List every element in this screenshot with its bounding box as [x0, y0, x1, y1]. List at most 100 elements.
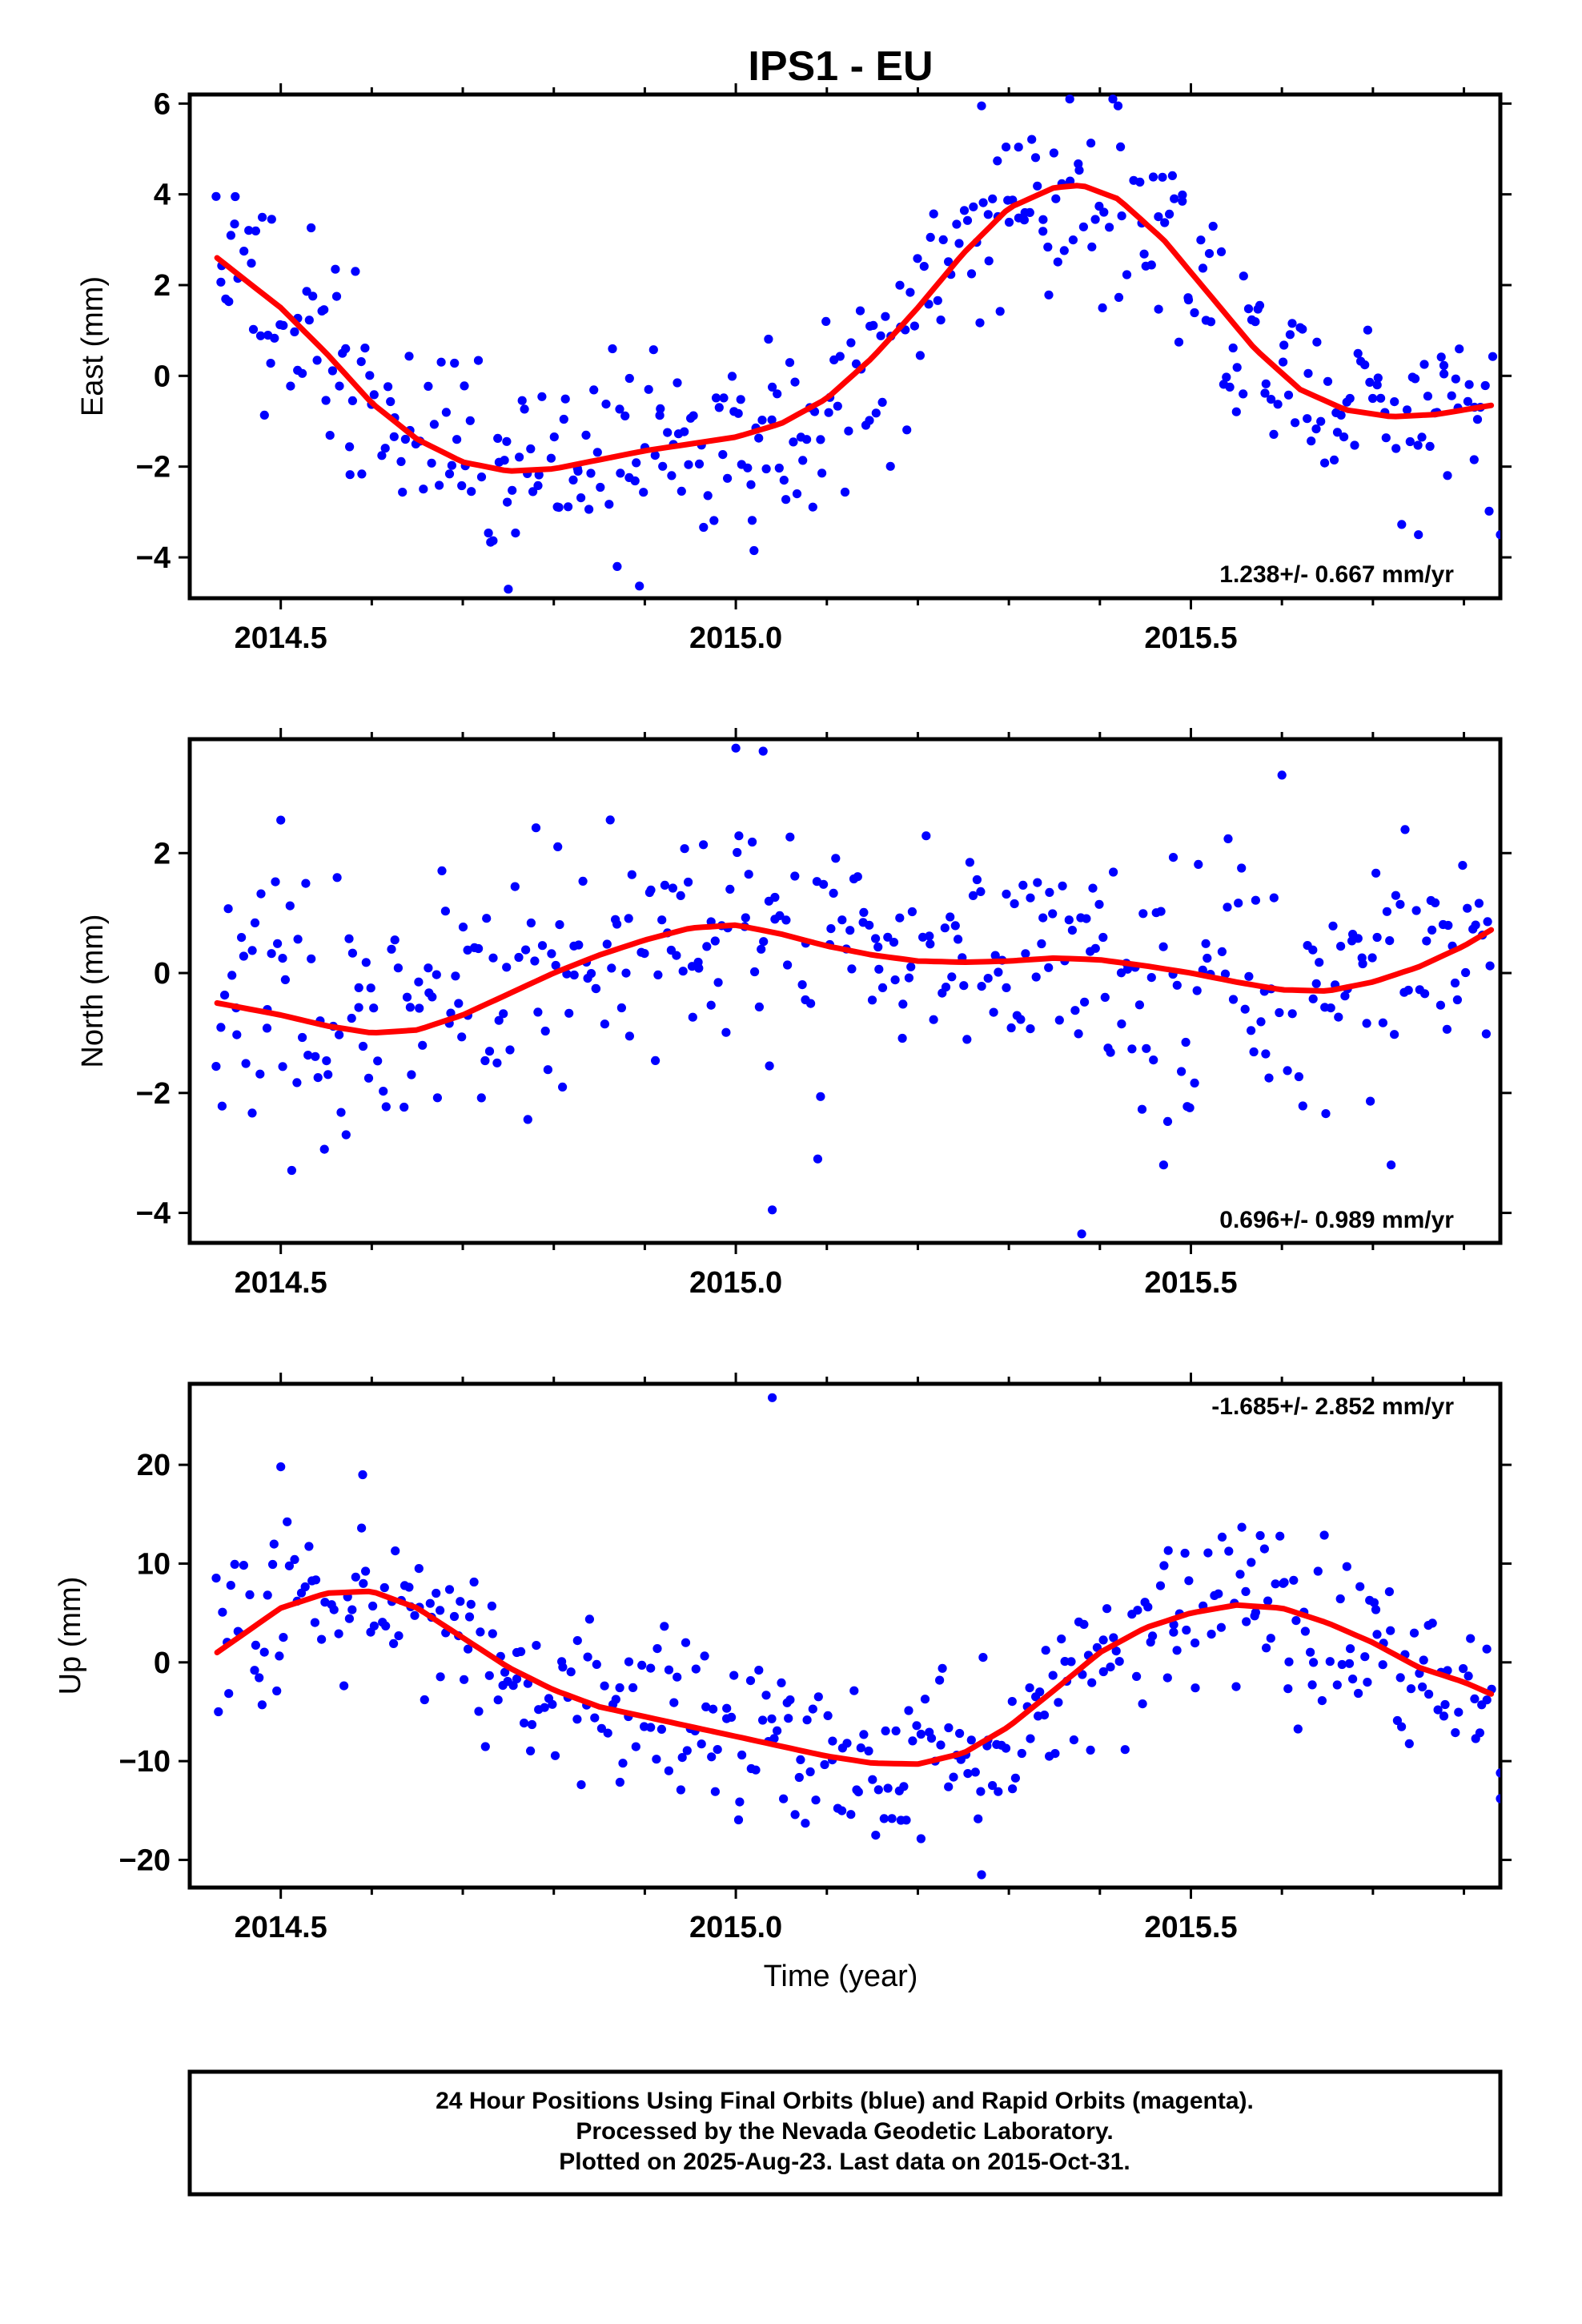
up-data-point: [1039, 1711, 1050, 1720]
north-data-point: [586, 969, 596, 979]
east-data-point: [680, 427, 689, 436]
up-data-point: [899, 1782, 909, 1791]
east-data-point: [1316, 416, 1326, 426]
north-data-point: [502, 963, 512, 972]
north-data-point: [734, 831, 744, 841]
east-data-point: [1283, 390, 1294, 400]
north-data-point: [537, 941, 548, 951]
up-data-point: [1007, 1697, 1017, 1707]
east-data-point: [1025, 207, 1034, 217]
east-points: [211, 94, 1500, 594]
up-data-point: [1184, 1576, 1194, 1586]
north-data-point: [837, 915, 847, 925]
north-data-point: [1006, 1023, 1016, 1033]
east-data-point: [673, 378, 682, 388]
east-data-point: [331, 264, 340, 274]
up-data-point: [1335, 1594, 1345, 1604]
north-data-point: [1002, 889, 1011, 899]
up-data-point: [615, 1777, 625, 1787]
east-data-point: [345, 470, 355, 480]
east-data-point: [335, 381, 344, 391]
north-data-point: [968, 891, 978, 900]
up-data-point: [1235, 1570, 1245, 1579]
north-data-point: [1088, 883, 1098, 893]
east-data-point: [1139, 249, 1149, 259]
north-data-point: [332, 873, 342, 883]
east-data-point: [1090, 215, 1100, 224]
east-data-point: [1307, 436, 1316, 446]
north-data-point: [307, 954, 316, 963]
east-data-point: [1014, 143, 1023, 152]
north-data-point: [1326, 1003, 1335, 1013]
east-data-point: [584, 505, 594, 514]
east-data-point: [615, 404, 624, 414]
north-data-point: [239, 951, 248, 961]
panel-east: 2014.5 2015.0 2015.5 −4 −2 0 2 4 6 East (mm) 1.238…: [76, 83, 1512, 655]
east-data-point: [1391, 444, 1401, 453]
east-fit-curve: [214, 183, 1495, 474]
east-plot-frame: [187, 92, 1503, 601]
up-data-point: [611, 1695, 620, 1704]
north-data-point: [1037, 939, 1046, 949]
east-data-point: [383, 382, 393, 392]
up-data-point: [357, 1523, 367, 1533]
up-data-point: [1106, 1663, 1115, 1672]
up-data-point: [1386, 1626, 1395, 1635]
up-data-point: [1371, 1605, 1381, 1614]
up-data-point: [624, 1657, 634, 1667]
north-x-tick-label: 2015.0: [689, 1266, 782, 1300]
up-data-point: [284, 1561, 294, 1570]
north-data-point: [1287, 1009, 1297, 1019]
up-data-point: [673, 1672, 682, 1682]
caption-line-1: 24 Hour Positions Using Final Orbits (bl…: [436, 2088, 1254, 2114]
up-data-point: [779, 1794, 789, 1803]
north-data-point: [1220, 969, 1231, 979]
east-data-point: [959, 206, 970, 215]
up-data-point: [1025, 1683, 1034, 1693]
up-data-point: [1275, 1531, 1285, 1541]
east-data-point: [1381, 433, 1391, 443]
north-data-point: [895, 913, 905, 923]
north-data-point: [1244, 971, 1254, 981]
up-data-point: [737, 1750, 747, 1760]
up-data-point: [887, 1814, 897, 1823]
up-data-point: [842, 1739, 852, 1748]
north-data-point: [432, 970, 441, 979]
north-data-point: [1403, 985, 1413, 995]
up-data-point: [735, 1797, 745, 1807]
east-data-point: [302, 287, 311, 296]
up-data-point: [901, 1815, 911, 1825]
north-data-point: [680, 844, 689, 854]
east-data-point: [936, 316, 946, 325]
up-data-point: [1306, 1647, 1315, 1657]
north-data-point: [505, 1045, 515, 1055]
north-data-point: [775, 911, 785, 920]
north-x-tick-label: 2015.5: [1144, 1266, 1237, 1300]
east-data-point: [211, 191, 221, 201]
north-data-point: [954, 935, 963, 944]
east-data-point: [484, 529, 493, 538]
up-data-point: [516, 1647, 526, 1656]
up-fit-curve: [214, 1588, 1495, 1767]
up-data-point: [710, 1787, 721, 1796]
east-data-point: [733, 408, 743, 418]
north-data-point: [366, 983, 375, 993]
up-data-point: [773, 1726, 782, 1735]
up-data-point: [1378, 1660, 1387, 1670]
east-data-point: [1287, 319, 1297, 328]
east-data-point: [1154, 212, 1163, 222]
up-y-tick-label: −10: [119, 1745, 171, 1779]
north-data-point: [335, 1030, 344, 1039]
up-data-point: [1050, 1749, 1060, 1759]
north-data-point: [616, 1003, 627, 1013]
north-data-point: [874, 964, 884, 974]
up-data-point: [1114, 1657, 1124, 1667]
east-data-point: [1423, 392, 1432, 401]
up-data-point: [283, 1517, 292, 1526]
up-data-point: [828, 1736, 837, 1746]
north-data-point: [1461, 967, 1471, 978]
east-data-point: [876, 331, 885, 340]
up-data-point: [1332, 1680, 1342, 1690]
up-data-point: [310, 1618, 319, 1627]
east-data-point: [356, 357, 366, 367]
